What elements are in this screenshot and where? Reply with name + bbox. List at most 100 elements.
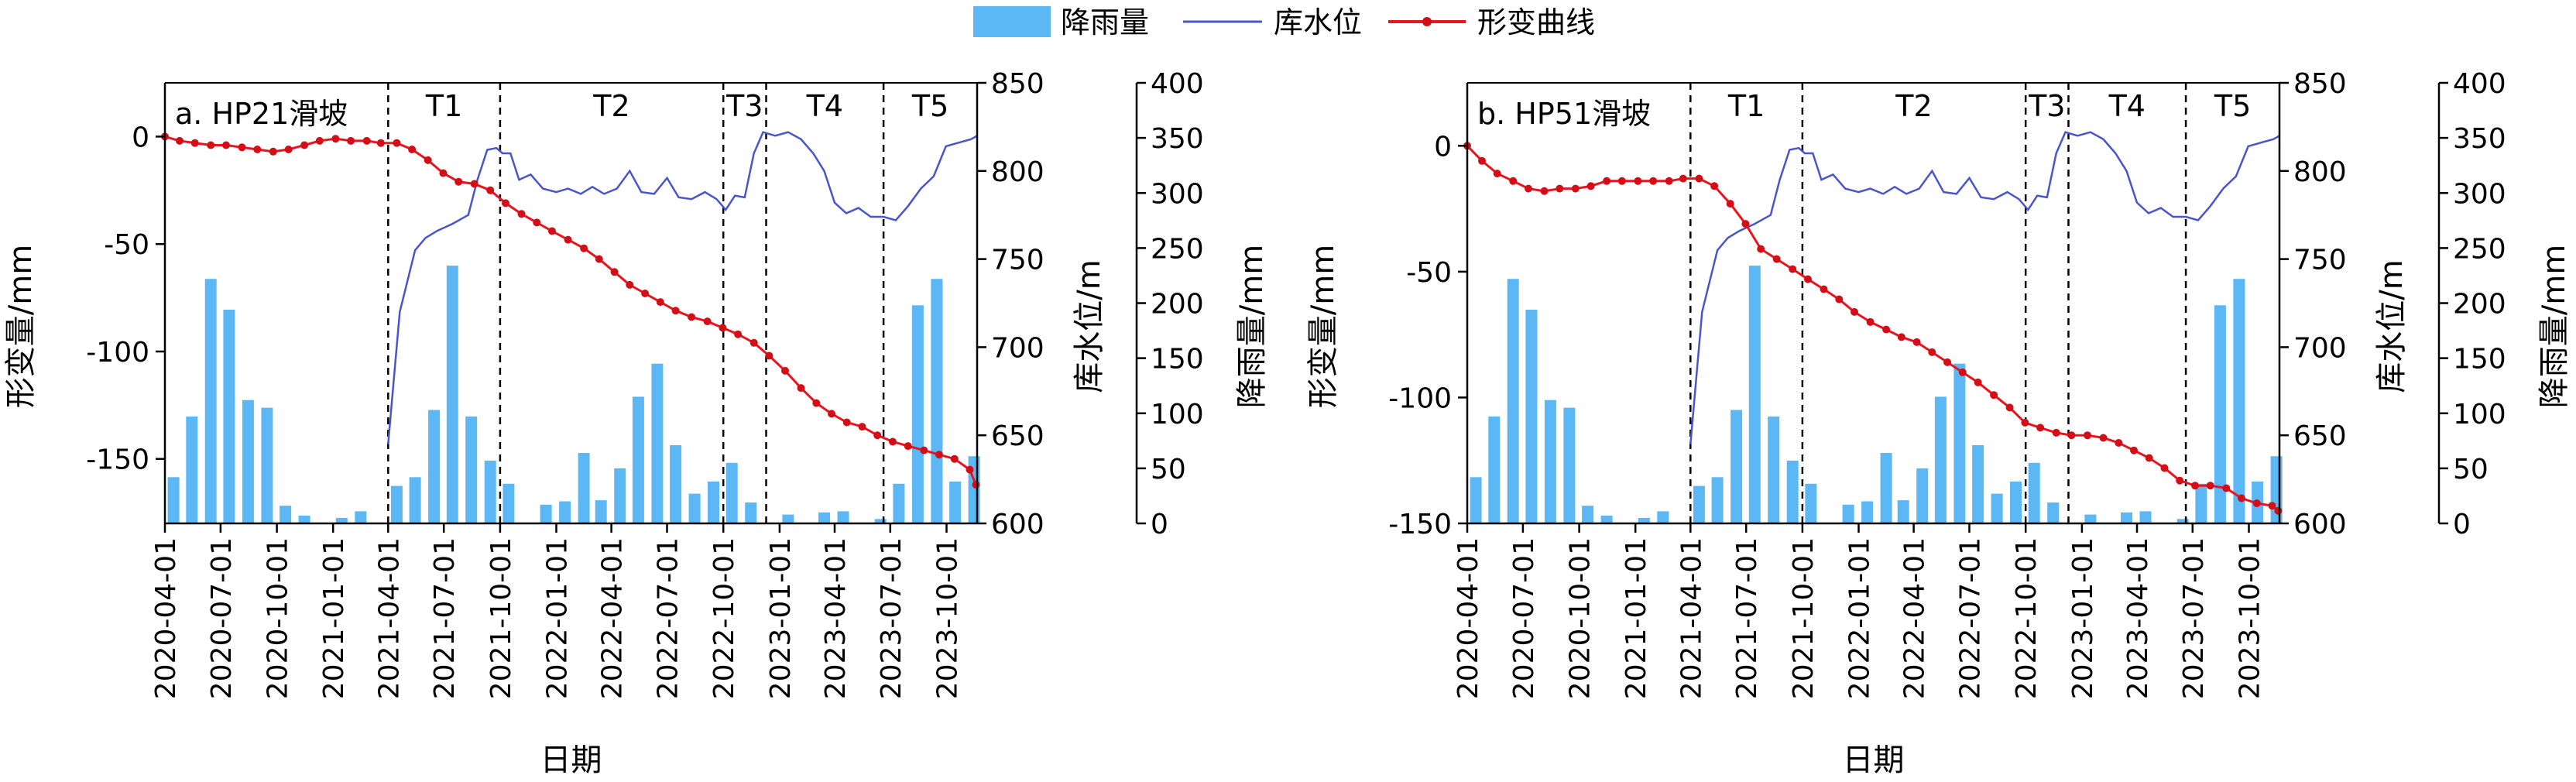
rain-bar xyxy=(1768,417,1780,523)
rain-bar xyxy=(1638,517,1650,523)
deformation-marker xyxy=(1649,177,1658,185)
deformation-marker xyxy=(688,313,696,321)
deformation-marker xyxy=(408,146,417,153)
deformation-marker xyxy=(2115,439,2123,447)
x-tick-label: 2020-04-01 xyxy=(150,537,182,699)
deformation-marker xyxy=(1882,325,1891,334)
x-tick-label: 2023-07-01 xyxy=(876,537,907,699)
period-label: T3 xyxy=(2028,89,2065,123)
rain-tick-label: 0 xyxy=(2453,509,2471,540)
deformation-marker xyxy=(190,139,199,147)
deformation-marker xyxy=(300,141,309,149)
deformation-marker xyxy=(920,446,928,454)
rain-bar xyxy=(874,519,887,523)
rain-bar xyxy=(186,417,198,523)
water-tick-label: 800 xyxy=(991,156,1044,188)
water-axis-title: 库水位/m xyxy=(1072,259,1107,393)
deformation-marker xyxy=(2084,431,2091,440)
x-tick-label: 2022-01-01 xyxy=(1844,537,1876,699)
rain-bar xyxy=(261,407,273,523)
x-axis-title: 日期 xyxy=(540,743,602,778)
deformation-marker xyxy=(749,338,758,347)
deform-tick-label: -150 xyxy=(86,444,149,476)
deformation-marker xyxy=(517,210,526,218)
deformation-marker xyxy=(1789,265,1797,273)
deformation-marker xyxy=(935,451,943,459)
deformation-marker xyxy=(2176,476,2184,485)
deformation-marker xyxy=(238,143,246,152)
rain-bar xyxy=(1488,417,1501,523)
water-level-line xyxy=(1689,131,2280,444)
deformation-marker xyxy=(1679,174,1687,183)
legend-deform-label: 形变曲线 xyxy=(1477,5,1595,39)
rain-bar xyxy=(1991,493,2003,523)
panel-b: T1 T2 T3 T4 T5 0 -50 -100 -150 600 650 700 750 800 850… xyxy=(1305,68,2572,778)
x-tick-label: 2021-07-01 xyxy=(429,537,461,699)
x-tick-label: 2022-10-01 xyxy=(2011,537,2043,699)
water-level-line xyxy=(387,131,978,444)
deformation-marker xyxy=(470,180,478,188)
period-label: T2 xyxy=(1895,89,1932,123)
deformation-marker xyxy=(1851,307,1858,316)
deformation-marker xyxy=(1478,156,1486,165)
rain-bar xyxy=(1657,511,1669,523)
rain-bar xyxy=(2084,514,2097,523)
deformation-marker xyxy=(858,423,866,431)
legend-water-label: 库水位 xyxy=(1274,5,1362,39)
rain-bar xyxy=(2121,512,2132,523)
rain-bar xyxy=(1711,477,1724,523)
deformation-marker xyxy=(2145,454,2153,462)
rain-tick-label: 300 xyxy=(1151,178,1204,210)
rain-bar xyxy=(409,477,421,523)
rain-bar xyxy=(578,453,590,523)
rain-bar xyxy=(390,485,403,523)
rain-bar xyxy=(595,500,607,523)
x-tick-label: 2023-10-01 xyxy=(932,537,964,699)
deformation-marker xyxy=(393,139,401,147)
rain-bar xyxy=(484,460,496,523)
rain-bar xyxy=(651,363,664,523)
rain-tick-label: 350 xyxy=(1151,123,1204,155)
x-tick-label: 2022-07-01 xyxy=(653,537,684,699)
deformation-marker xyxy=(873,431,882,440)
rain-bar xyxy=(1544,400,1556,523)
x-tick-label: 2023-01-01 xyxy=(2067,537,2099,699)
x-tick-label: 2023-04-01 xyxy=(2122,537,2154,699)
deformation-marker xyxy=(1509,177,1518,185)
period-label: T3 xyxy=(725,89,763,123)
x-tick-label: 2022-04-01 xyxy=(1899,537,1931,699)
rain-bar xyxy=(335,517,348,523)
rain-bar xyxy=(1730,410,1743,523)
deformation-marker xyxy=(1726,200,1734,208)
legend-rain-label: 降雨量 xyxy=(1061,5,1149,39)
deformation-marker xyxy=(269,147,277,156)
rain-bar xyxy=(2028,462,2040,523)
legend: 降雨量 库水位 形变曲线 xyxy=(973,5,1595,39)
deformation-marker xyxy=(548,227,556,235)
deformation-line xyxy=(1466,145,2279,512)
deformation-marker xyxy=(580,244,588,252)
rain-tick-label: 200 xyxy=(1151,289,1204,321)
deformation-marker xyxy=(2206,482,2214,490)
deformation-marker xyxy=(2021,418,2029,427)
water-tick-label: 650 xyxy=(991,420,1044,452)
panel-label: a. HP21滑坡 xyxy=(175,97,348,131)
deform-tick-label: -100 xyxy=(86,337,149,369)
rain-bar xyxy=(2176,519,2189,523)
rain-bar xyxy=(1470,477,1482,523)
deformation-marker xyxy=(797,384,805,393)
deform-axis-title: 形变量/mm xyxy=(1305,245,1341,408)
deformation-marker xyxy=(1603,177,1611,185)
deformation-marker xyxy=(1757,245,1765,253)
deformation-marker xyxy=(1912,338,1921,346)
deformation-marker xyxy=(315,136,324,145)
rain-bar xyxy=(1880,453,1892,523)
deformation-marker xyxy=(1665,177,1673,185)
rain-bar xyxy=(2233,279,2245,523)
rain-bar xyxy=(204,279,217,523)
deformation-marker xyxy=(2005,403,2014,412)
deformation-marker xyxy=(972,481,980,489)
period-label: T5 xyxy=(911,89,948,123)
rain-bar xyxy=(1953,363,1966,523)
period-label: T4 xyxy=(806,89,843,123)
